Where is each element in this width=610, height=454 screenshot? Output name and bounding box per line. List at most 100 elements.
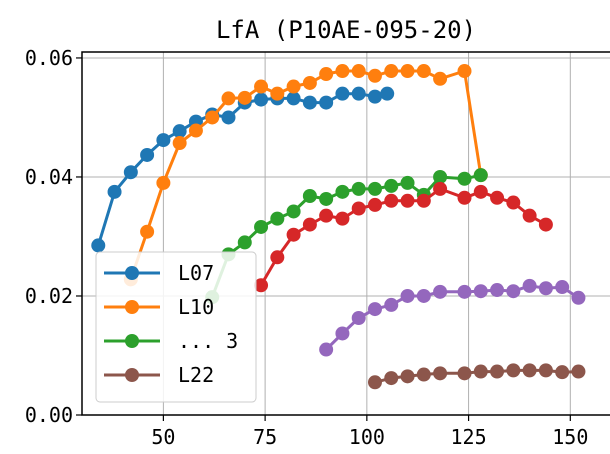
data-point — [457, 284, 472, 299]
data-point — [416, 288, 431, 303]
data-point — [506, 284, 521, 299]
data-point — [571, 364, 586, 379]
data-point — [555, 280, 570, 295]
data-point — [506, 195, 521, 210]
data-point — [123, 165, 138, 180]
data-point — [351, 201, 366, 216]
data-point — [205, 110, 220, 125]
data-point — [254, 219, 269, 234]
series-line — [129, 69, 483, 280]
legend-marker — [125, 266, 139, 280]
legend-label: L07 — [178, 261, 214, 285]
data-point — [522, 208, 537, 223]
data-point — [555, 365, 570, 380]
data-point — [522, 278, 537, 293]
series-layer — [91, 64, 586, 390]
chart-title: LfA (P10AE-095-20) — [216, 16, 476, 44]
y-tick-label: 0.02 — [25, 284, 73, 308]
data-point — [473, 364, 488, 379]
x-tick-label: 50 — [151, 425, 175, 449]
data-point — [156, 175, 171, 190]
data-point — [384, 178, 399, 193]
x-tick-label: 100 — [349, 425, 385, 449]
data-point — [156, 133, 171, 148]
data-point — [335, 326, 350, 341]
data-point — [319, 67, 334, 82]
data-point — [270, 86, 285, 101]
data-point — [351, 311, 366, 326]
legend-marker — [125, 334, 139, 348]
legend-label: ... 3 — [178, 329, 238, 353]
data-point — [91, 238, 106, 253]
data-point — [286, 79, 301, 94]
data-point — [319, 208, 334, 223]
data-point — [457, 190, 472, 205]
legend-label: L22 — [178, 363, 214, 387]
y-tick-label: 0.04 — [25, 165, 73, 189]
data-point — [335, 64, 350, 79]
y-tick-label: 0.06 — [25, 46, 73, 70]
series-5 — [367, 363, 586, 390]
series-4 — [319, 278, 586, 357]
data-point — [457, 64, 472, 79]
data-point — [286, 91, 301, 106]
data-point — [319, 95, 334, 110]
data-point — [188, 123, 203, 138]
data-point — [522, 363, 537, 378]
legend-box — [95, 251, 257, 403]
data-point — [302, 95, 317, 110]
data-point — [571, 290, 586, 305]
data-point — [351, 86, 366, 101]
data-point — [172, 136, 187, 151]
data-point — [457, 171, 472, 186]
data-point — [367, 302, 382, 317]
legend-label: L10 — [178, 295, 214, 319]
data-point — [473, 284, 488, 299]
data-point — [270, 250, 285, 265]
x-tick-label: 125 — [451, 425, 487, 449]
data-point — [433, 169, 448, 184]
data-point — [400, 288, 415, 303]
x-tick-label: 150 — [552, 425, 588, 449]
data-point — [433, 71, 448, 86]
data-point — [286, 204, 301, 219]
axis-ticks: 50 75 100 125 150 0.00 0.02 0.04 0.06 — [25, 46, 589, 449]
data-point — [506, 363, 521, 378]
data-point — [367, 68, 382, 83]
data-point — [319, 342, 334, 357]
data-point — [302, 217, 317, 232]
data-point — [221, 110, 236, 125]
data-point — [351, 181, 366, 196]
data-point — [286, 227, 301, 242]
data-point — [254, 278, 269, 293]
data-point — [490, 364, 505, 379]
data-point — [367, 375, 382, 390]
data-point — [221, 91, 236, 106]
data-point — [433, 284, 448, 299]
data-point — [416, 367, 431, 382]
data-point — [367, 181, 382, 196]
series-line — [325, 284, 580, 351]
data-point — [400, 369, 415, 384]
data-point — [473, 184, 488, 199]
data-point — [367, 89, 382, 104]
data-point — [384, 371, 399, 386]
legend-marker — [125, 368, 139, 382]
data-point — [107, 184, 122, 199]
plot-frame — [81, 51, 610, 416]
data-point — [140, 147, 155, 162]
data-point — [367, 197, 382, 212]
data-point — [254, 92, 269, 107]
data-point — [384, 64, 399, 79]
data-point — [237, 235, 252, 250]
data-point — [335, 211, 350, 226]
data-point — [384, 297, 399, 312]
data-point — [380, 86, 395, 101]
data-point — [400, 193, 415, 208]
data-point — [237, 90, 252, 105]
y-tick-label: 0.00 — [25, 403, 73, 427]
legend: L07 L10 ... 3 L22 — [95, 251, 257, 403]
data-point — [302, 75, 317, 90]
series-0 — [91, 86, 395, 253]
